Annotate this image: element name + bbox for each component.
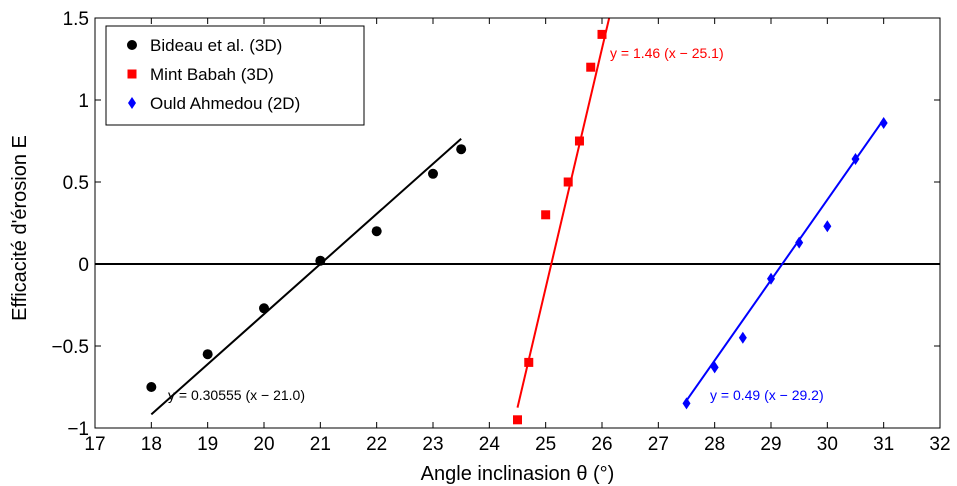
data-point bbox=[541, 210, 551, 220]
data-point bbox=[315, 255, 326, 266]
data-point bbox=[823, 220, 832, 233]
fit-line-3 bbox=[685, 118, 885, 402]
data-point bbox=[738, 331, 747, 344]
data-point bbox=[146, 382, 157, 392]
x-tick-label: 17 bbox=[84, 434, 105, 455]
data-markers bbox=[146, 29, 888, 425]
x-tick-label: 20 bbox=[253, 434, 274, 455]
x-tick-label: 21 bbox=[310, 434, 331, 455]
data-point bbox=[513, 415, 522, 425]
plot-frame bbox=[94, 17, 941, 429]
data-point bbox=[597, 29, 607, 39]
x-tick-label: 22 bbox=[366, 434, 387, 455]
axis-ticks: 17 18 19 20 21 22 23 24 25 26 27 28 29 30 31 32 −1 −0.5 0 0… bbox=[51, 9, 950, 455]
legend-marker bbox=[128, 97, 136, 109]
fit-annotations: y = 0.30555 (x − 21.0) y = 1.46 (x − 25.1… bbox=[168, 45, 824, 403]
x-tick-label: 24 bbox=[479, 434, 501, 455]
data-point bbox=[879, 116, 888, 129]
fit-annotation-3: y = 0.49 (x − 29.2) bbox=[710, 387, 824, 403]
y-tick-label: 0 bbox=[78, 255, 89, 276]
fit-line-1 bbox=[150, 137, 462, 416]
data-point bbox=[371, 226, 382, 237]
x-tick-label: 31 bbox=[873, 434, 894, 455]
data-point bbox=[586, 62, 596, 72]
y-tick-label: 1 bbox=[78, 91, 89, 112]
data-point bbox=[563, 177, 573, 187]
x-tick-label: 18 bbox=[141, 434, 162, 455]
legend: Bideau et al. (3D) Mint Babah (3D) Ould Ah… bbox=[105, 25, 365, 126]
data-point bbox=[456, 144, 467, 155]
fit-annotation-2: y = 1.46 (x − 25.1) bbox=[610, 45, 724, 61]
x-tick-label: 28 bbox=[704, 434, 725, 455]
data-point bbox=[574, 136, 584, 146]
data-point bbox=[682, 397, 691, 410]
legend-marker bbox=[127, 40, 137, 50]
x-tick-label: 23 bbox=[422, 434, 443, 455]
y-tick-label: −1 bbox=[67, 419, 89, 440]
x-tick-label: 27 bbox=[648, 434, 669, 455]
data-point bbox=[767, 272, 775, 285]
legend-marker bbox=[127, 69, 137, 79]
fit-lines bbox=[150, 18, 885, 416]
y-tick-label: 1.5 bbox=[63, 9, 89, 30]
x-tick-label: 29 bbox=[760, 434, 781, 455]
x-axis-title: Angle inclinasion θ (°) bbox=[421, 463, 615, 485]
fit-line-2 bbox=[516, 18, 611, 408]
x-tick-label: 19 bbox=[197, 434, 218, 455]
y-axis-title: Efficacité d'érosion E bbox=[9, 135, 31, 321]
x-tick-label: 26 bbox=[591, 434, 612, 455]
legend-label: Mint Babah (3D) bbox=[150, 65, 274, 84]
data-point bbox=[259, 303, 269, 314]
legend-label: Bideau et al. (3D) bbox=[150, 36, 282, 55]
y-tick-label: 0.5 bbox=[63, 173, 89, 194]
data-point bbox=[202, 349, 213, 360]
legend-label: Ould Ahmedou (2D) bbox=[150, 94, 300, 113]
x-tick-label: 25 bbox=[535, 434, 556, 455]
data-point bbox=[710, 361, 719, 374]
x-tick-label: 32 bbox=[929, 434, 950, 455]
x-tick-label: 30 bbox=[817, 434, 838, 455]
legend-box bbox=[105, 25, 365, 126]
data-point bbox=[795, 236, 804, 249]
data-point bbox=[851, 153, 860, 166]
data-point bbox=[428, 168, 438, 179]
y-tick-label: −0.5 bbox=[51, 337, 89, 358]
data-point bbox=[524, 357, 534, 367]
fit-annotation-1: y = 0.30555 (x − 21.0) bbox=[168, 387, 305, 403]
